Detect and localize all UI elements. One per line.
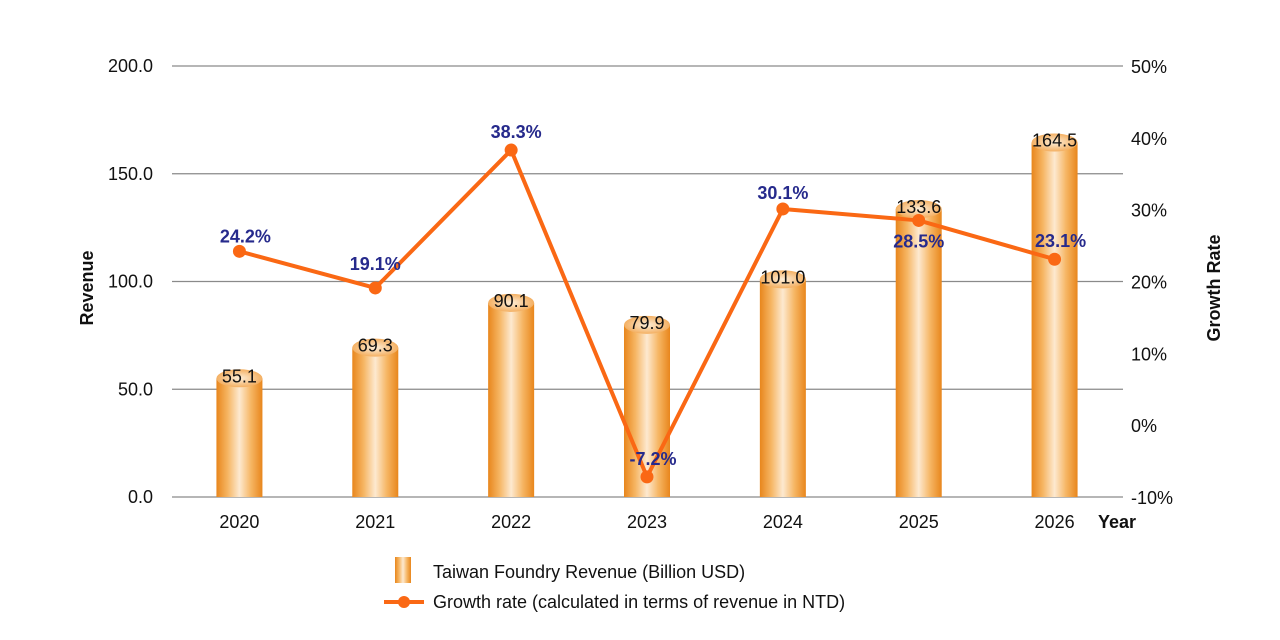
growth-label: 38.3%: [491, 122, 542, 142]
growth-label: 23.1%: [1035, 231, 1086, 251]
bar-2023: 79.9: [624, 313, 670, 497]
legend-line-label: Growth rate (calculated in terms of reve…: [433, 592, 845, 612]
y-axis-left: 0.0 50.0 100.0 150.0 200.0: [108, 56, 153, 507]
y-axis-right: -10% 0% 10% 20% 30% 40% 50%: [1131, 57, 1173, 508]
legend-bar-label: Taiwan Foundry Revenue (Billion USD): [433, 562, 745, 582]
bar-2024: 101.0: [759, 267, 806, 497]
growth-point: [232, 244, 246, 258]
x-tick-label: 2020: [219, 512, 259, 532]
bar-top: [759, 270, 806, 289]
growth-point: [504, 143, 518, 157]
bar-value-label: 90.1: [494, 291, 529, 311]
y2-tick-label: 0%: [1131, 416, 1157, 436]
bar-value-label: 55.1: [222, 366, 257, 386]
line-series: 24.2% 19.1% 38.3% -7.2% 30.1% 28.5% 23.1%: [220, 122, 1086, 484]
bar-value-label: 133.6: [896, 197, 941, 217]
y2-tick-label: 30%: [1131, 201, 1167, 221]
y-axis-title: Revenue: [77, 250, 97, 325]
growth-point: [912, 213, 926, 227]
bar-body: [488, 302, 535, 497]
y-tick-label: 50.0: [118, 379, 153, 399]
y2-tick-label: -10%: [1131, 488, 1173, 508]
bar-value-label: 164.5: [1032, 131, 1077, 151]
bar-2020: 55.1: [216, 366, 263, 497]
bar-body: [624, 324, 670, 497]
growth-label: 24.2%: [220, 226, 271, 246]
growth-point: [368, 281, 382, 295]
bar-top: [488, 293, 535, 312]
bar-body: [895, 209, 942, 498]
bar-body: [216, 378, 263, 497]
y-tick-label: 0.0: [128, 487, 153, 507]
y2-tick-label: 10%: [1131, 344, 1167, 364]
x-tick-label: 2025: [899, 512, 939, 532]
y-tick-label: 200.0: [108, 56, 153, 76]
growth-label: -7.2%: [629, 449, 676, 469]
bar-top: [624, 315, 670, 334]
legend-bar-swatch: [395, 557, 411, 583]
legend: Taiwan Foundry Revenue (Billion USD) Gro…: [384, 557, 845, 612]
x-tick-label: 2022: [491, 512, 531, 532]
bar-top: [1031, 133, 1078, 152]
bar-2022: 90.1: [488, 291, 535, 497]
bar-value-label: 101.0: [760, 267, 805, 287]
bar-2021: 69.3: [352, 336, 399, 497]
growth-label: 19.1%: [350, 254, 401, 274]
gridlines: [172, 65, 1123, 498]
growth-label: 30.1%: [757, 183, 808, 203]
bar-body: [759, 279, 806, 497]
growth-point: [640, 470, 654, 484]
y2-tick-label: 50%: [1131, 57, 1167, 77]
bar-body: [352, 347, 399, 497]
bar-body: [1031, 142, 1078, 497]
y-tick-label: 100.0: [108, 272, 153, 292]
y2-axis-title: Growth Rate: [1204, 234, 1224, 341]
bar-top: [216, 369, 263, 388]
legend-line-marker: [398, 596, 410, 608]
bar-top: [895, 200, 942, 219]
growth-label: 28.5%: [893, 231, 944, 251]
bar-value-label: 79.9: [629, 313, 664, 333]
x-tick-label: 2023: [627, 512, 667, 532]
bar-2026: 164.5: [1031, 131, 1078, 497]
growth-point: [1048, 252, 1062, 266]
growth-point: [776, 202, 790, 216]
x-axis: 2020 2021 2022 2023 2024 2025 2026: [219, 512, 1074, 532]
y2-tick-label: 20%: [1131, 273, 1167, 293]
y2-tick-label: 40%: [1131, 129, 1167, 149]
bar-2025: 133.6: [895, 197, 942, 498]
x-tick-label: 2024: [763, 512, 803, 532]
x-tick-label: 2021: [355, 512, 395, 532]
x-axis-title: Year: [1098, 512, 1136, 532]
x-tick-label: 2026: [1035, 512, 1075, 532]
bar-value-label: 69.3: [358, 336, 393, 356]
y-tick-label: 150.0: [108, 164, 153, 184]
bar-series: 55.1 69.3 90.1 79.9 101.0 133.6 164.5: [216, 131, 1078, 498]
bar-top: [352, 338, 399, 357]
